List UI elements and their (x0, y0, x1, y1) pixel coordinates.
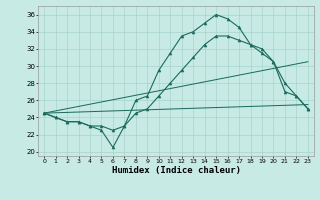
X-axis label: Humidex (Indice chaleur): Humidex (Indice chaleur) (111, 166, 241, 175)
